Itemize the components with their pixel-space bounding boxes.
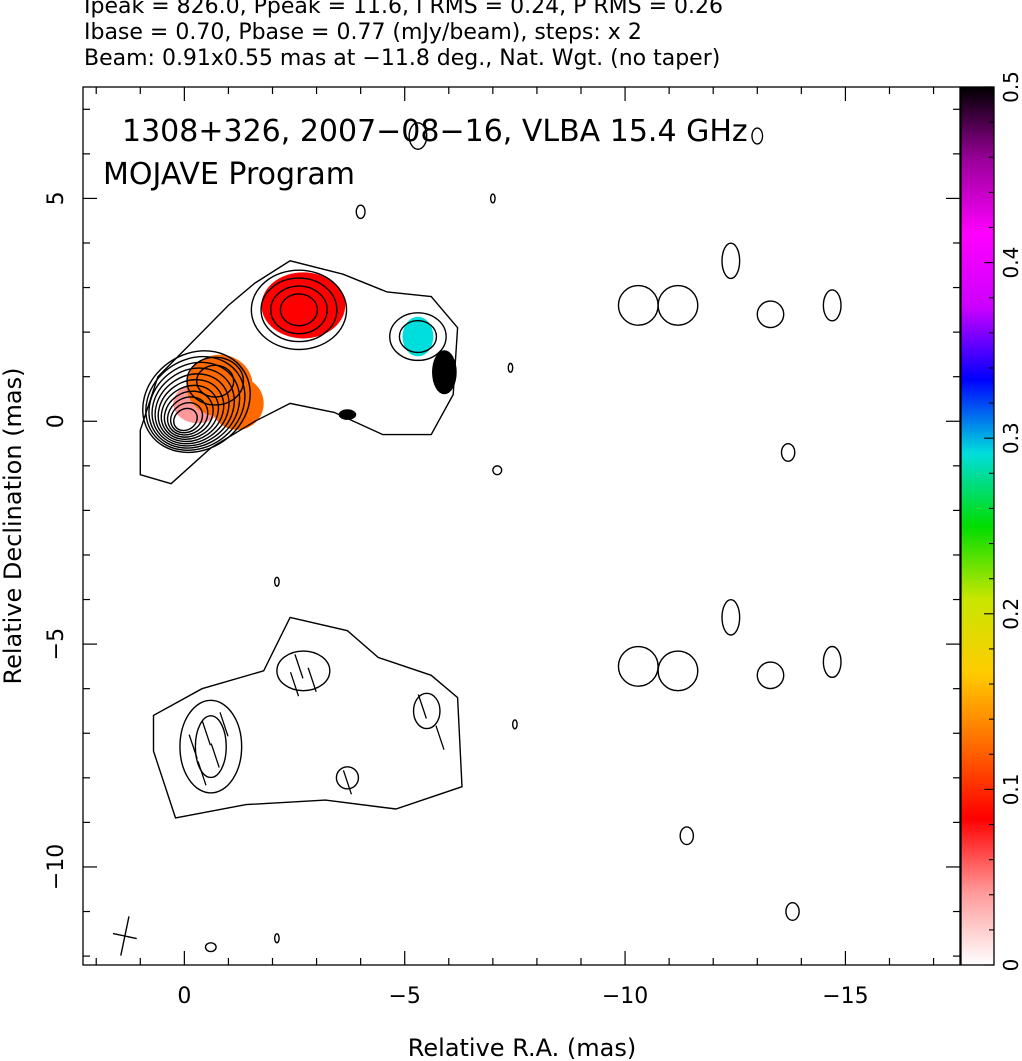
evpa-tick: [210, 743, 220, 768]
map-layer: [112, 122, 842, 956]
x-axis-label: Relative R.A. (mas): [408, 1034, 636, 1061]
jet-envelope-contour: [139, 260, 459, 485]
noise-contour: [274, 576, 280, 587]
polarization-patch: [338, 409, 357, 420]
colorbar-tick-label: 0.3: [999, 422, 1022, 454]
colorbar-tick-label: 0.2: [999, 598, 1022, 630]
evpa-contour: [179, 699, 243, 794]
x-tick-label: −10: [602, 984, 648, 1009]
core-contour: [163, 390, 214, 438]
noise-contour: [657, 284, 699, 326]
colorbar-tick-label: 0: [999, 959, 1022, 972]
colorbar-axis: 0 0.1 0.2 0.3 0.4 0.5: [984, 71, 1022, 971]
stats-line-1: Ipeak = 826.0, Ppeak = 11.6, I RMS = 0.2…: [84, 0, 723, 19]
noise-contour: [617, 284, 659, 326]
stats-line-2: Ibase = 0.70, Pbase = 0.77 (mJy/beam), s…: [84, 20, 642, 45]
source-annotation: 1308+326, 2007−08−16, VLBA 15.4 GHz: [122, 114, 748, 149]
polarization-patch: [432, 350, 457, 395]
noise-contour: [274, 933, 280, 944]
y-tick-label: 0: [44, 414, 69, 428]
noise-contour: [756, 661, 785, 690]
knot-contour: [260, 277, 338, 343]
core-contour: [157, 378, 225, 443]
noise-contour: [679, 826, 695, 846]
noise-contour: [617, 645, 659, 687]
noise-contour: [721, 599, 741, 636]
evpa-contour: [412, 692, 441, 730]
noise-contour: [355, 204, 366, 220]
evpa-tick: [219, 712, 229, 737]
y-tick-label: 5: [44, 191, 69, 205]
core-contour: [169, 401, 204, 434]
core-contour: [145, 355, 246, 451]
x-tick-label: −5: [388, 984, 420, 1009]
evpa-tick: [417, 694, 427, 719]
beam-minor-axis: [112, 932, 137, 940]
evpa-tick: [435, 725, 445, 750]
noise-contour: [507, 362, 514, 373]
knot-contour: [398, 320, 438, 354]
noise-contour: [780, 442, 796, 462]
evpa-tick: [289, 672, 300, 697]
knot-contour: [279, 293, 319, 327]
polarization-patch: [402, 316, 434, 357]
y-tick-label: −10: [44, 844, 69, 890]
plot-frame: [82, 86, 961, 966]
noise-contour: [822, 645, 842, 679]
noise-contour: [785, 902, 800, 922]
noise-contour: [657, 650, 699, 692]
core-contour: [160, 384, 220, 441]
evpa-envelope-contour: [152, 616, 463, 819]
knot-contour: [186, 356, 245, 406]
core-contour: [151, 367, 236, 447]
noise-contour: [822, 289, 842, 322]
y-tick-label: −5: [44, 628, 69, 660]
colorbar-tick-label: 0.5: [999, 71, 1022, 103]
knot-contour: [270, 285, 328, 335]
noise-contour: [204, 942, 217, 953]
colorbar-tick-label: 0.4: [999, 247, 1022, 279]
beam-line: Beam: 0.91x0.55 mas at −11.8 deg., Nat. …: [84, 46, 721, 71]
colorbar: [960, 86, 995, 966]
noise-contour: [756, 300, 785, 329]
noise-contour: [492, 465, 503, 476]
core-contour: [154, 373, 230, 445]
core-contour: [173, 407, 198, 432]
evpa-contour: [335, 766, 360, 790]
knot-contour: [250, 269, 348, 351]
knot-contour: [196, 364, 235, 398]
evpa-tick: [342, 770, 353, 795]
knot-contour: [389, 312, 447, 362]
x-tick-label: −15: [822, 984, 868, 1009]
evpa-contour: [194, 715, 227, 779]
evpa-tick: [197, 761, 207, 786]
noise-contour: [511, 719, 518, 730]
noise-contour: [489, 193, 496, 204]
evpa-tick: [294, 654, 304, 679]
evpa-tick: [307, 667, 317, 692]
noise-contour: [751, 127, 764, 145]
evpa-contour: [276, 650, 331, 692]
noise-contour: [721, 242, 741, 280]
evpa-tick: [201, 721, 212, 746]
program-annotation: MOJAVE Program: [103, 157, 355, 192]
y-axis-label: Relative Declination (mas): [0, 367, 27, 684]
noise-contour: [408, 122, 428, 150]
x-tick-label: 0: [177, 984, 191, 1009]
axes-layer: 0 −5 −10 −15 5 0 −5 −10: [44, 87, 960, 1009]
polarization-patch: [261, 272, 346, 339]
evpa-tick: [188, 734, 198, 759]
colorbar-tick-label: 0.1: [999, 773, 1022, 805]
